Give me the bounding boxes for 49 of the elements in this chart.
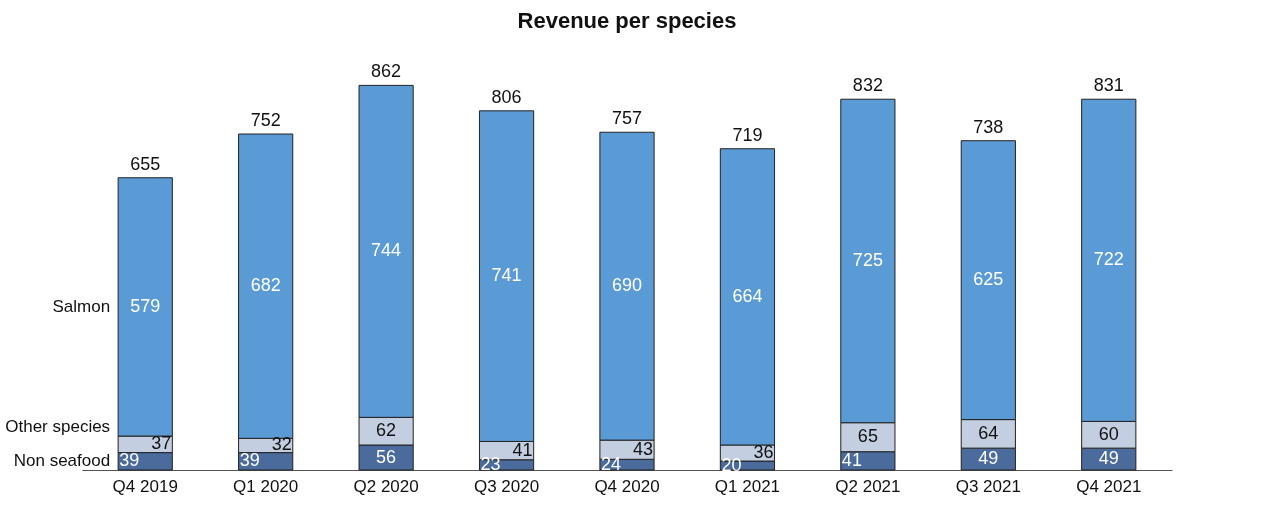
data-label: 744: [371, 240, 402, 261]
data-label: 741: [491, 265, 522, 286]
data-label: 39: [239, 450, 260, 471]
data-label: 37: [151, 433, 172, 454]
data-label: 23: [480, 453, 501, 474]
total-label: 831: [1093, 75, 1124, 96]
data-label: 49: [978, 448, 999, 469]
data-label: 49: [1098, 448, 1119, 469]
data-label: 24: [600, 453, 622, 474]
data-label: 62: [376, 420, 397, 441]
data-label: 41: [841, 449, 862, 470]
series-label: Non seafood: [13, 451, 111, 471]
data-label: 43: [632, 438, 654, 459]
data-label: 20: [721, 454, 742, 475]
data-label: 41: [512, 439, 533, 460]
x-tick-label: Q2 2021: [835, 476, 901, 496]
x-tick-label: Q4 2019: [112, 476, 178, 496]
x-tick-label: Q2 2020: [353, 476, 419, 496]
total-label: 862: [371, 61, 402, 82]
x-tick-label: Q3 2021: [955, 476, 1021, 496]
x-tick-label: Q4 2021: [1076, 476, 1142, 496]
data-label: 690: [611, 275, 643, 296]
x-tick-label: Q4 2020: [594, 476, 660, 496]
series-label: Salmon: [52, 296, 111, 316]
data-label: 56: [376, 446, 397, 467]
x-tick-label: Q1 2021: [714, 476, 781, 496]
x-tick-label: Q3 2020: [473, 476, 540, 496]
x-tick-label: Q1 2020: [233, 476, 299, 496]
total-label: 752: [250, 110, 281, 131]
total-label: 806: [491, 86, 522, 107]
total-label: 738: [973, 116, 1004, 137]
data-label: 725: [852, 249, 883, 270]
data-label: 64: [978, 422, 999, 443]
data-label: 60: [1098, 423, 1119, 444]
data-label: 39: [119, 450, 140, 471]
data-label: 625: [973, 269, 1004, 290]
chart-title: Revenue per species: [517, 8, 737, 34]
data-label: 32: [271, 434, 292, 455]
total-label: 719: [732, 124, 763, 145]
total-label: 832: [852, 75, 883, 96]
series-label: Other species: [5, 417, 111, 437]
data-label: 579: [130, 295, 161, 316]
data-label: 65: [857, 426, 878, 447]
data-label: 682: [250, 275, 281, 296]
total-label: 757: [611, 108, 643, 129]
data-label: 664: [732, 285, 763, 306]
data-label: 36: [753, 442, 774, 463]
data-label: 722: [1093, 249, 1124, 270]
total-label: 655: [130, 153, 161, 174]
